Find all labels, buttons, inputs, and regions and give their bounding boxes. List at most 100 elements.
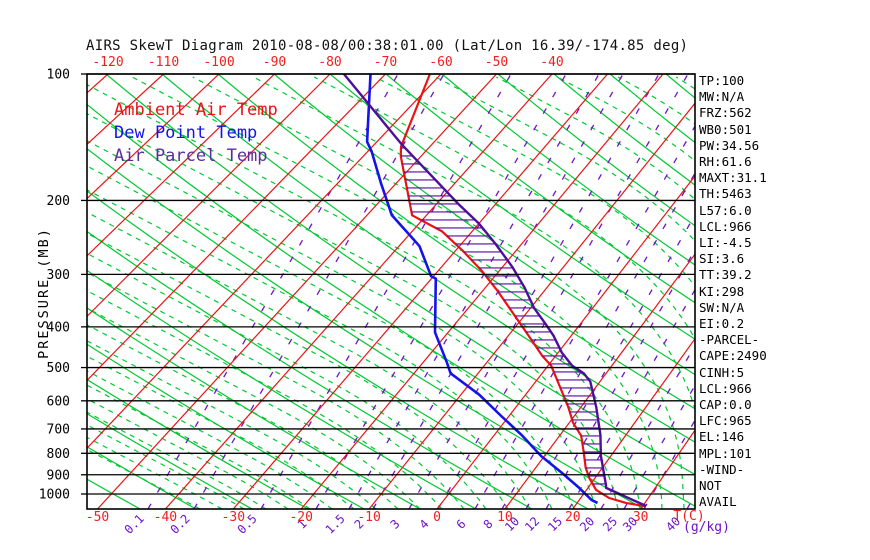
moist-adiabat-line <box>313 76 695 340</box>
mixing-ratio-tick-label: 6 <box>454 517 469 532</box>
stat-line: PW:34.56 <box>699 137 760 153</box>
stat-line: CAP:0.0 <box>699 397 752 413</box>
pressure-tick-label: 200 <box>47 194 70 209</box>
stat-line: WB0:501 <box>699 121 752 137</box>
moist-adiabat-line <box>87 165 575 509</box>
pressure-tick-label: 400 <box>47 320 70 335</box>
stat-line: LCL:966 <box>699 218 752 234</box>
stat-line: -WIND- <box>699 461 745 477</box>
chart-legend: Ambient Air Temp Dew Point Temp Air Parc… <box>114 99 278 168</box>
stat-line: TP:100 <box>699 73 745 88</box>
stat-line: MW:N/A <box>699 89 745 105</box>
moist-adiabat-line <box>87 189 553 509</box>
mixing-ratio-tick-label: 15 <box>545 514 565 534</box>
mixing-ratio-tick-label: 3 <box>388 517 403 532</box>
dry-adiabat-line <box>441 74 695 266</box>
dry-adiabat-line <box>385 74 695 304</box>
dry-adiabat-line <box>105 74 695 476</box>
pressure-tick-label: 100 <box>47 68 70 83</box>
mixing-ratio-tick-label: 4 <box>417 517 432 532</box>
dry-adiabat-line <box>87 412 253 509</box>
moist-adiabat-line <box>87 232 509 509</box>
moist-adiabat-line <box>87 84 641 509</box>
dry-adiabat-line <box>87 307 421 509</box>
pressure-axis-title: PRESSURE (MB) <box>36 227 52 359</box>
moist-adiabat-line <box>496 76 695 201</box>
bottom-temp-tick-label: -40 <box>154 510 177 525</box>
moist-adiabat-line <box>87 424 245 509</box>
dry-adiabat-line <box>273 74 695 376</box>
moist-adiabat-line <box>253 76 695 412</box>
top-temp-tick-label: -70 <box>374 55 397 70</box>
stat-line: LI:-4.5 <box>699 235 752 251</box>
moist-adiabat-line <box>435 76 695 242</box>
moist-adiabat-line <box>131 76 663 509</box>
pressure-tick-label: 800 <box>47 447 70 462</box>
stat-line: MPL:101 <box>699 445 752 461</box>
stat-line: TT:39.2 <box>699 267 752 283</box>
dry-adiabat-line <box>609 74 695 144</box>
dry-adiabat-line <box>329 74 695 340</box>
moist-adiabat-line <box>87 211 531 509</box>
dry-adiabat-line <box>665 74 695 99</box>
cape-hatch <box>400 147 606 485</box>
stat-line: EI:0.2 <box>699 316 745 332</box>
stat-line: AVAIL <box>699 494 737 510</box>
dry-adiabat-line <box>87 230 533 509</box>
stat-line: -PARCEL- <box>699 332 760 348</box>
stats-panel: TP:100 MW:N/A FRZ:562 WB0:501 PW:34.56 RH:61.… <box>699 73 767 510</box>
stat-line: LFC:965 <box>699 413 752 429</box>
stat-line: FRZ:562 <box>699 105 752 121</box>
pressure-tick-label: 500 <box>47 361 70 376</box>
stat-line: SW:N/A <box>699 299 745 315</box>
moist-adiabat-line <box>87 324 399 509</box>
top-temp-tick-label: -110 <box>148 55 179 70</box>
pressure-tick-label: 600 <box>47 394 70 409</box>
top-temp-tick-label: -50 <box>485 55 508 70</box>
bottom-temp-tick-label: -30 <box>222 510 245 525</box>
bottom-temp-tick-label: -20 <box>289 510 312 525</box>
pressure-tick-label: 1000 <box>39 488 70 503</box>
moist-adiabat-line <box>87 252 487 509</box>
plot-frame <box>86 73 696 510</box>
dry-adiabat-line <box>553 74 695 186</box>
stat-line: TH:5463 <box>699 186 752 202</box>
dry-adiabat-line <box>87 269 477 509</box>
dry-adiabat-line <box>87 103 695 507</box>
stat-line: MAXT:31.1 <box>699 170 767 186</box>
mixing-ratio-tick-label: 8 <box>481 517 496 532</box>
moist-adiabat-line <box>87 411 267 509</box>
bottom-temp-tick-label: -50 <box>86 510 109 525</box>
temp-unit-label: T(C) <box>673 509 704 524</box>
pressure-tick-label: 900 <box>47 468 70 483</box>
top-temp-tick-label: -60 <box>429 55 452 70</box>
stat-line: KI:298 <box>699 283 745 299</box>
dry-adiabat-line <box>87 378 309 509</box>
pressure-tick-label: 300 <box>47 268 70 283</box>
top-temp-tick-label: -80 <box>318 55 341 70</box>
page-title: AIRS SkewT Diagram 2010-08-08/00:38:01.0… <box>86 38 689 54</box>
top-temp-tick-label: -100 <box>203 55 234 70</box>
moist-adiabat-line <box>87 290 443 509</box>
moist-adiabat-line <box>87 271 465 509</box>
dew-point-curve <box>365 74 599 505</box>
bottom-temp-tick-label: -10 <box>357 510 380 525</box>
dry-adiabat-line <box>87 190 589 509</box>
stat-line: LCL:966 <box>699 380 752 396</box>
bottom-temp-tick-label: 0 <box>433 510 441 525</box>
moist-adiabat-line <box>87 355 355 509</box>
background-lines <box>87 74 695 509</box>
legend-parcel: Air Parcel Temp <box>114 146 268 166</box>
stat-line: EL:146 <box>699 429 745 445</box>
stat-line: CINH:5 <box>699 364 745 380</box>
pressure-tick-label: 700 <box>47 422 70 437</box>
stat-line: CAPE:2490 <box>699 348 767 364</box>
top-temp-tick-label: -90 <box>263 55 286 70</box>
ambient-temp-curve <box>399 74 647 508</box>
top-temp-tick-label: -120 <box>92 55 123 70</box>
bottom-temp-tick-label: 20 <box>565 510 581 525</box>
moist-adiabat-line <box>192 76 685 509</box>
